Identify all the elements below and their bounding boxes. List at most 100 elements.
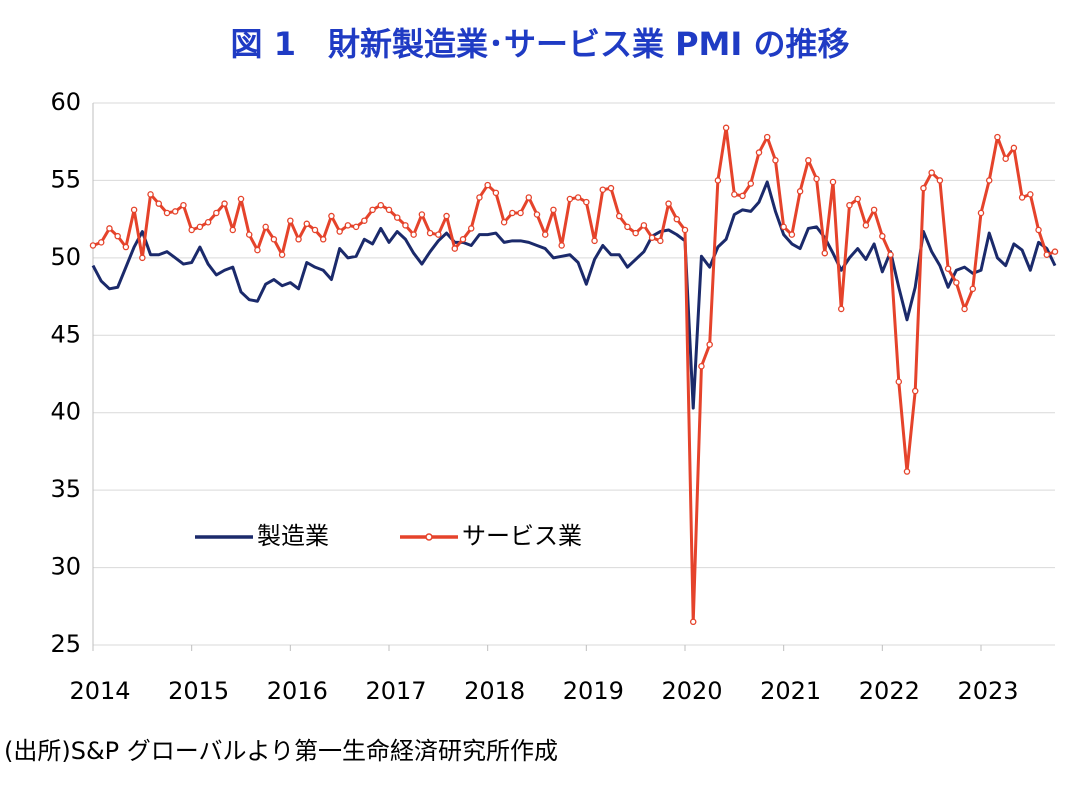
data-point — [361, 217, 368, 224]
data-point — [961, 305, 968, 313]
data-point — [278, 251, 286, 259]
data-point — [714, 177, 722, 184]
data-point — [147, 191, 154, 198]
data-point — [139, 254, 146, 262]
data-point — [402, 222, 409, 229]
data-point — [295, 236, 302, 243]
data-point — [237, 195, 245, 203]
x-tick-label: 2018 — [464, 677, 525, 705]
data-point — [879, 232, 886, 240]
x-tick-label: 2017 — [365, 677, 426, 705]
legend-marker — [425, 533, 433, 541]
data-point — [599, 186, 607, 193]
data-point — [213, 209, 220, 217]
source-note: (出所)S&P グローバルより第一生命経済研究所作成 — [4, 737, 558, 765]
data-point — [114, 232, 121, 240]
data-point — [1002, 155, 1009, 162]
data-point — [254, 246, 261, 254]
data-point — [870, 206, 878, 214]
data-point — [229, 226, 237, 234]
data-point — [936, 177, 944, 184]
data-point — [854, 195, 861, 203]
data-point — [533, 211, 541, 218]
data-point — [862, 222, 870, 229]
series-line — [91, 180, 1057, 410]
x-tick-label: 2016 — [267, 677, 328, 705]
data-point — [336, 228, 343, 235]
data-point — [418, 211, 426, 218]
data-point — [558, 242, 565, 249]
data-point — [944, 265, 952, 272]
data-point — [911, 387, 919, 395]
data-point — [763, 133, 771, 141]
data-point — [1018, 194, 1026, 201]
data-point — [196, 223, 204, 231]
data-point — [221, 200, 228, 207]
data-point — [953, 279, 960, 286]
data-point — [180, 201, 187, 209]
data-point — [591, 237, 598, 245]
data-point — [484, 181, 491, 189]
data-point — [698, 363, 705, 370]
data-point — [895, 378, 903, 385]
data-point — [706, 341, 713, 348]
data-point — [1051, 248, 1059, 255]
data-point — [303, 220, 311, 228]
y-tick-label: 35 — [50, 475, 81, 503]
x-tick-label: 2021 — [760, 677, 821, 705]
data-point — [492, 189, 500, 197]
data-point — [155, 200, 163, 207]
data-point — [344, 222, 352, 229]
y-tick-label: 40 — [50, 398, 81, 426]
data-point — [780, 223, 787, 231]
data-point — [583, 198, 590, 206]
data-point — [920, 184, 927, 192]
data-point — [747, 180, 755, 187]
data-point — [788, 231, 796, 238]
y-tick-label: 50 — [50, 243, 81, 271]
data-point — [550, 206, 557, 214]
data-point — [829, 178, 837, 186]
data-point — [467, 225, 475, 232]
x-tick-label: 2014 — [69, 677, 130, 705]
data-point — [969, 285, 977, 293]
data-point — [574, 194, 582, 201]
chart-title: 図 1 財新製造業･サービス業 PMI の推移 — [231, 25, 850, 63]
data-point — [426, 229, 434, 237]
data-point — [772, 157, 779, 164]
data-point — [245, 231, 253, 238]
data-point — [541, 231, 549, 238]
x-tick-label: 2019 — [563, 677, 624, 705]
data-point — [615, 212, 623, 220]
data-point — [287, 217, 294, 224]
data-point — [525, 194, 533, 201]
data-point — [410, 231, 417, 238]
legend-label: サービス業 — [462, 522, 582, 550]
data-point — [813, 175, 820, 183]
data-point — [451, 245, 459, 252]
data-point — [566, 195, 574, 203]
data-point — [97, 239, 105, 246]
y-tick-label: 45 — [50, 320, 81, 348]
data-point — [89, 242, 97, 249]
data-point — [689, 618, 697, 626]
legend-label: 製造業 — [257, 522, 329, 550]
y-tick-label: 25 — [50, 630, 81, 658]
data-point — [648, 234, 656, 241]
data-point — [328, 212, 335, 220]
data-point — [171, 208, 179, 215]
data-point — [369, 206, 376, 214]
data-point — [443, 212, 450, 220]
data-point — [1010, 144, 1018, 152]
data-point — [377, 201, 385, 209]
data-point — [640, 222, 648, 229]
data-point — [319, 236, 327, 243]
data-point — [500, 218, 508, 226]
data-point — [739, 192, 746, 200]
data-point — [262, 223, 269, 231]
data-point — [122, 243, 130, 251]
data-point — [731, 191, 738, 198]
data-point — [607, 184, 615, 192]
data-point — [1027, 191, 1034, 198]
